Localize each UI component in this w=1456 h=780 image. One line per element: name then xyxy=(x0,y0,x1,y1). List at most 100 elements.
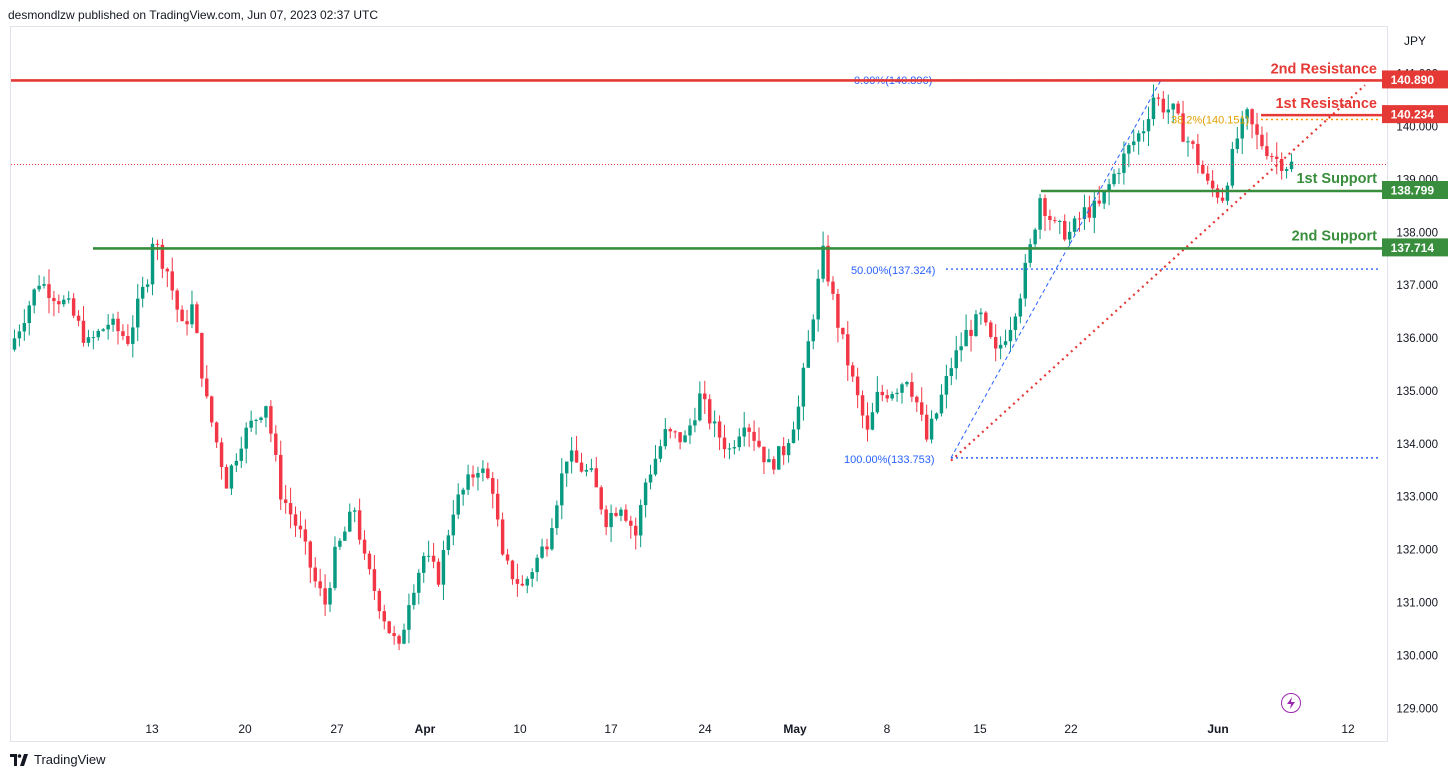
candle xyxy=(1270,152,1274,162)
y-tick-label: 131.000 xyxy=(1396,597,1438,609)
candle xyxy=(1013,313,1018,340)
candle xyxy=(742,412,746,447)
candle-body xyxy=(357,510,362,540)
candle-body xyxy=(865,415,870,430)
level-name: 2nd Resistance xyxy=(1271,61,1377,77)
candle xyxy=(1171,103,1175,123)
candle-body xyxy=(1284,169,1289,171)
candle-body xyxy=(964,329,968,347)
candle xyxy=(1023,254,1027,307)
candle-body xyxy=(767,459,771,463)
candle xyxy=(244,422,248,464)
candle-body xyxy=(781,446,786,456)
candle xyxy=(500,512,505,556)
candle-body xyxy=(481,468,485,473)
candle xyxy=(668,427,672,439)
candle-body xyxy=(1048,216,1052,221)
chart-area[interactable]: 132027Apr101724May81522Jun120.00%(140.89… xyxy=(10,26,1388,742)
candle-body xyxy=(619,509,623,516)
candle xyxy=(121,324,125,341)
candle xyxy=(288,487,293,529)
candle-body xyxy=(185,321,189,325)
level-name: 2nd Support xyxy=(1292,228,1378,244)
candle-body xyxy=(495,493,500,520)
candle-body xyxy=(959,346,963,351)
candle xyxy=(71,293,76,319)
candle xyxy=(525,576,529,594)
candle-body xyxy=(530,572,534,579)
candle xyxy=(929,410,934,444)
candle xyxy=(1245,107,1249,130)
candle xyxy=(37,275,41,292)
candle xyxy=(1141,120,1146,142)
candle xyxy=(136,283,140,342)
candle-body xyxy=(91,337,96,339)
candle xyxy=(1279,152,1284,180)
candle xyxy=(993,324,998,362)
candle xyxy=(126,324,130,347)
candle xyxy=(224,464,229,489)
candle xyxy=(860,390,865,429)
candle xyxy=(624,504,628,523)
candle xyxy=(1048,209,1052,231)
candle xyxy=(969,319,973,352)
candle-body xyxy=(569,450,574,462)
x-tick-label: 20 xyxy=(238,722,252,736)
candle xyxy=(796,395,801,441)
y-tick-label: 129.000 xyxy=(1396,703,1438,715)
candle-body xyxy=(648,474,653,483)
candle-body xyxy=(1275,156,1279,159)
candle xyxy=(1038,193,1042,240)
candle-body xyxy=(175,290,179,310)
candle xyxy=(777,445,781,470)
y-tick-label: 136.000 xyxy=(1396,333,1438,345)
candle xyxy=(757,427,761,449)
candle xyxy=(269,400,273,443)
candle-body xyxy=(190,304,194,325)
candle-body xyxy=(32,289,36,306)
candle xyxy=(850,362,855,383)
candle xyxy=(190,290,194,328)
candle-body xyxy=(1102,191,1106,204)
candle xyxy=(949,357,954,386)
candle-body xyxy=(1062,220,1067,240)
candle xyxy=(732,439,737,455)
candle-body xyxy=(170,271,174,291)
candle-body xyxy=(717,421,722,438)
candle xyxy=(298,511,303,539)
candle-body xyxy=(540,546,544,558)
lightning-icon[interactable] xyxy=(1281,693,1301,713)
candle-body xyxy=(811,319,815,342)
candle xyxy=(885,389,889,403)
candle-body xyxy=(855,376,860,396)
candle xyxy=(693,407,697,433)
candle-body xyxy=(62,299,66,305)
candle xyxy=(234,453,239,473)
candle xyxy=(17,324,22,347)
candle-body xyxy=(1235,138,1240,149)
candle xyxy=(964,314,968,347)
candle-body xyxy=(949,368,954,377)
candle-body xyxy=(200,332,204,379)
candle-body xyxy=(969,329,973,336)
x-tick-label: 15 xyxy=(973,722,987,736)
candle xyxy=(150,237,155,296)
candle xyxy=(614,507,618,518)
candle xyxy=(520,575,525,587)
price-axis[interactable]: JPY 129.000 130.000 131.000 132.000 133.000 13… xyxy=(1382,0,1450,740)
candle-body xyxy=(836,293,840,328)
candle xyxy=(481,460,485,482)
candle-body xyxy=(1013,316,1018,330)
candle xyxy=(658,439,663,463)
candle-body xyxy=(678,432,682,443)
candle xyxy=(1028,238,1032,268)
candle xyxy=(446,529,451,556)
candle-body xyxy=(579,462,584,472)
candle xyxy=(397,634,401,651)
candle xyxy=(747,423,751,447)
x-tick-label: Apr xyxy=(415,722,436,736)
candle-body xyxy=(722,437,727,450)
candle-body xyxy=(205,378,209,397)
candle xyxy=(283,485,288,514)
level-price-tag: 140.234 xyxy=(1382,105,1448,124)
